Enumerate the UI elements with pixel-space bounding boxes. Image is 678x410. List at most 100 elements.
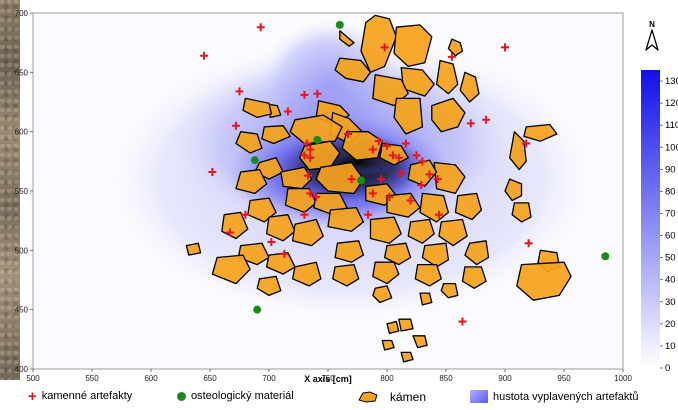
stone [289,114,343,145]
stone [211,254,251,285]
stone [284,187,317,214]
artefact-points [200,23,533,326]
stone [504,178,523,202]
legend-label-stone-artefacts: kamenné artefakty [41,390,133,402]
stone [235,168,268,195]
legend-density: hustota vyplavených artefaktů [470,390,639,403]
colorbar-tick-label: 110 [665,120,678,131]
artefact-point [394,153,403,162]
osteological-point [335,20,344,29]
osteological-points [250,20,610,314]
osteological-point [601,252,610,261]
stone [431,97,466,133]
artefact-point [231,121,240,130]
osteological-point [253,305,262,314]
colorbar-tick-label: 0 [665,363,670,374]
artefact-point [300,210,309,219]
y-tick-label: 650 [15,68,29,77]
stone [242,97,273,119]
artefact-point [501,43,509,52]
legend-stone-artefacts: + kamenné artefakty [28,387,133,405]
artefact-point [200,51,209,60]
photo-background-strip [0,0,20,380]
stone [315,161,365,195]
colorbar-tick-label: 70 [665,208,676,219]
stone [360,14,398,73]
artefact-point [226,228,235,237]
artefact-point [256,23,265,32]
stone [381,339,395,351]
stone [265,214,296,242]
artefact-point [235,87,244,96]
colorbar-ticks: 0 10 20 30 40 50 60 70 80 90 100 110 120 130 [660,76,678,374]
stone [447,38,464,57]
x-tick-label: 750 [321,374,335,383]
stone [523,123,558,142]
artefact-point [458,317,467,326]
y-axis-ticks: 400 450 500 550 600 650 700 [15,9,33,374]
stone [291,261,322,287]
y-tick-label: 400 [15,365,29,374]
stone [386,320,400,335]
stone [291,218,324,247]
artefact-point [434,210,443,219]
y-tick-label: 450 [15,306,29,315]
x-tick-label: 900 [498,374,512,383]
x-tick-label: 1000 [614,374,632,383]
y-tick-label: 700 [15,9,29,18]
artefact-point [313,89,322,98]
legend: + kamenné artefakty osteologický materiá… [0,388,678,410]
stone [454,192,483,221]
stone [235,131,263,154]
artefact-point [406,196,415,205]
stone [334,240,365,263]
stone-shape-icon [358,391,378,403]
artefact-point [380,43,389,52]
artefact-point [312,192,321,201]
x-tick-label: 950 [557,374,571,383]
x-tick-label: 600 [144,374,158,383]
colorbar-tick-label: 10 [665,341,676,352]
osteological-point [250,156,259,165]
stone [433,161,466,195]
artefact-point [383,141,391,150]
colorbar [641,70,660,368]
artefact-point [208,168,217,177]
x-tick-label: 650 [203,374,217,383]
stone [398,318,414,332]
north-label: N [649,20,655,29]
stone [511,202,532,223]
legend-label-stone: kámen [390,390,427,404]
artefact-point [447,52,456,61]
colorbar-tick-label: 40 [665,275,676,286]
artefact-point [377,175,386,184]
x-tick-label: 500 [26,374,40,383]
x-axis-ticks: 500 550 600 650 700 750 800 850 900 950 1000 [26,369,632,383]
artefact-point [522,139,531,148]
stone [400,351,414,363]
artefact-point [401,139,410,148]
stone [419,292,433,306]
artefact-point [300,90,309,99]
colorbar-tick-label: 90 [665,164,676,175]
stone [407,218,435,244]
stone [440,282,459,299]
colorbar-tick-label: 80 [665,186,676,197]
y-tick-label: 600 [15,128,29,137]
x-tick-label: 550 [85,374,99,383]
stone [435,59,459,95]
colorbar-tick-label: 130 [665,76,678,87]
artefact-point [347,175,356,184]
stone [516,261,572,301]
stone [459,71,480,103]
stone [327,206,365,232]
artefact-point [267,238,276,247]
plus-marker-icon: + [28,387,37,405]
artefact-point [306,153,315,162]
artefact-point [300,151,309,160]
x-axis-label: X axis [cm] [304,374,352,384]
artefact-point [302,139,311,148]
stone [464,240,490,266]
colorbar-tick-label: 60 [665,231,676,242]
scatter-density-chart: 500 550 600 650 700 750 800 850 900 950 1000 40045… [15,9,678,384]
